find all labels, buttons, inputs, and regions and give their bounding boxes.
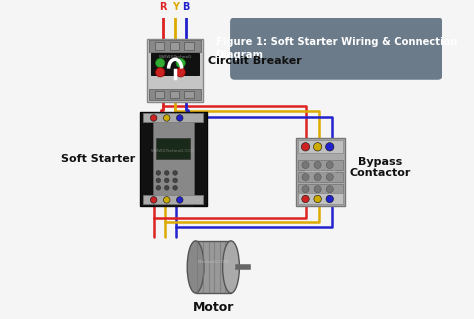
Bar (155, 41, 164, 50)
Circle shape (176, 58, 185, 68)
Circle shape (326, 143, 334, 151)
Bar (153, 120, 194, 198)
Circle shape (164, 178, 169, 183)
Text: WWW.ETechnoG.COM: WWW.ETechnoG.COM (151, 150, 195, 153)
Circle shape (302, 195, 309, 203)
Text: Motor: Motor (192, 300, 234, 314)
Circle shape (156, 178, 161, 183)
Circle shape (150, 197, 157, 203)
Text: Figure 1: Soft Starter Wiring & Connection
Diagram: Figure 1: Soft Starter Wiring & Connecti… (216, 37, 457, 60)
Text: WWW.ETechnoG: WWW.ETechnoG (158, 56, 192, 59)
Circle shape (173, 171, 177, 175)
Bar (184, 91, 194, 98)
Bar (144, 113, 203, 122)
Circle shape (155, 58, 165, 68)
Circle shape (164, 185, 169, 190)
Bar (147, 39, 203, 102)
Circle shape (164, 171, 169, 175)
Circle shape (173, 185, 177, 190)
Circle shape (326, 195, 334, 203)
Bar (298, 160, 343, 170)
Bar (298, 140, 343, 153)
Circle shape (156, 171, 161, 175)
Circle shape (302, 186, 309, 193)
Circle shape (326, 186, 333, 193)
Bar (156, 138, 190, 159)
Text: Y: Y (172, 2, 179, 12)
Circle shape (326, 174, 333, 181)
Circle shape (314, 195, 321, 203)
Circle shape (155, 68, 165, 77)
Circle shape (173, 178, 177, 183)
Bar (184, 41, 194, 50)
Bar (170, 91, 179, 98)
Circle shape (301, 143, 310, 151)
Text: Soft Starter: Soft Starter (61, 154, 135, 164)
Circle shape (156, 185, 161, 190)
Circle shape (176, 197, 183, 203)
Bar (298, 193, 343, 204)
Bar (194, 112, 207, 205)
Text: Bypass
Contactor: Bypass Contactor (349, 157, 410, 178)
Bar (140, 112, 153, 205)
Circle shape (314, 186, 321, 193)
Bar (296, 138, 345, 205)
Circle shape (302, 161, 309, 168)
Circle shape (302, 174, 309, 181)
Text: B: B (182, 2, 190, 12)
Bar (298, 172, 343, 182)
Bar (144, 195, 203, 204)
Text: WWW.ETechnoG: WWW.ETechnoG (304, 170, 336, 174)
Ellipse shape (223, 241, 239, 293)
Bar (140, 112, 207, 205)
Bar (149, 89, 201, 100)
Circle shape (326, 161, 333, 168)
Circle shape (313, 143, 322, 151)
Ellipse shape (187, 241, 204, 293)
Circle shape (150, 115, 157, 121)
Text: Circuit Breaker: Circuit Breaker (208, 56, 301, 66)
Circle shape (164, 197, 170, 203)
Text: R: R (159, 2, 167, 12)
Bar (149, 40, 201, 52)
Bar (196, 241, 231, 293)
Bar (170, 41, 179, 50)
Circle shape (176, 68, 185, 77)
Circle shape (164, 115, 170, 121)
Bar (155, 91, 164, 98)
Circle shape (314, 161, 321, 168)
FancyBboxPatch shape (230, 17, 442, 80)
Circle shape (176, 115, 183, 121)
Bar (298, 184, 343, 194)
Text: ETechnoG.COM: ETechnoG.COM (198, 260, 229, 264)
Bar (151, 53, 200, 75)
Circle shape (314, 174, 321, 181)
